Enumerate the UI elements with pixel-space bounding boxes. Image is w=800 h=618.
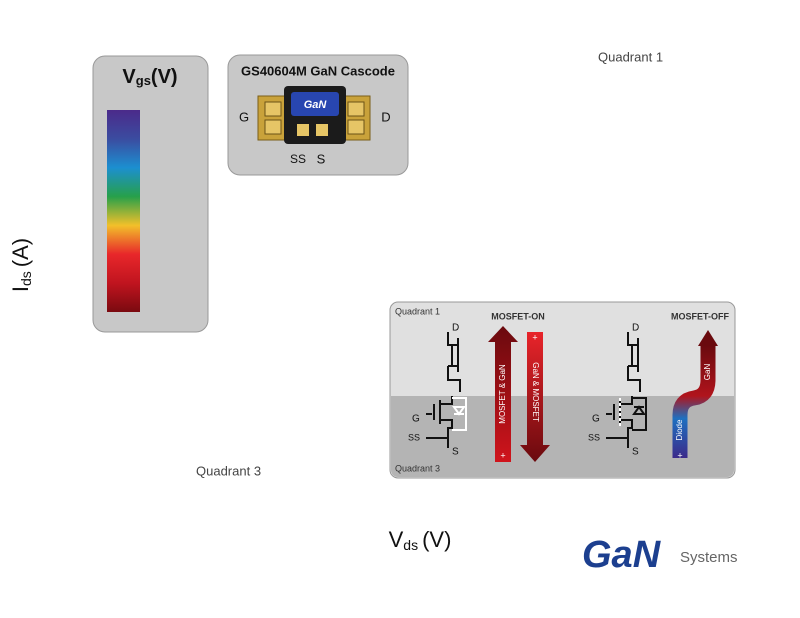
inset-title: GS40604M GaN Cascode (241, 63, 395, 78)
quadrant-label: Quadrant 1 (598, 49, 663, 64)
logo: GaN Systems (582, 534, 738, 576)
symbol: V (389, 527, 404, 552)
pad (347, 101, 365, 117)
pin-label: S (632, 447, 639, 458)
pin-label: G (412, 414, 420, 425)
state-label: MOSFET-OFF (671, 311, 729, 321)
pin-label: D (632, 323, 639, 334)
quadrant-label: Quadrant 3 (395, 463, 440, 473)
legend-colorbar (107, 110, 140, 312)
quadrant-label: Quadrant 3 (196, 463, 261, 478)
pin-label: D (381, 109, 390, 124)
unit: (A) (8, 238, 33, 267)
subscript: gs (136, 73, 151, 88)
pin-label: G (592, 414, 600, 425)
current-arrow (520, 332, 550, 462)
arrow-head (698, 330, 718, 346)
subscript: ds (403, 537, 418, 553)
sign: + (500, 450, 505, 460)
sign: + (677, 450, 682, 460)
x-axis-label: Vds (V) (389, 527, 452, 553)
logo-brand: GaN (582, 534, 662, 576)
current-arrow (488, 326, 518, 462)
pin-label: S (317, 151, 326, 166)
pin-label: G (239, 109, 249, 124)
pad (297, 124, 309, 136)
unit: (V) (151, 66, 178, 88)
pad (264, 119, 282, 135)
pad (347, 119, 365, 135)
circuit-inset: Quadrant 1 Quadrant 3 MOSFET-ON MOSFET-O… (389, 301, 736, 479)
arrow-label: GaN & MOSFET (531, 362, 540, 422)
quadrant3-band (391, 396, 734, 477)
arrow-label: Diode (675, 419, 684, 440)
y-axis-label: Ids (A) (8, 238, 34, 292)
device-inset: GS40604M GaN Cascode GaN G D SS S (227, 54, 409, 176)
schematic-off (606, 332, 647, 448)
pin-label: SS (408, 432, 420, 442)
unit: (V) (422, 527, 451, 552)
arrow-label: MOSFET & GaN (498, 364, 507, 424)
legend: Vgs(V) (92, 55, 209, 333)
schematic-on (426, 332, 467, 448)
quadrant-label: Quadrant 1 (395, 306, 440, 316)
legend-title: Vgs(V) (122, 66, 177, 88)
pin-label: SS (588, 432, 600, 442)
pad (264, 101, 282, 117)
arrow-label: GaN (703, 364, 712, 381)
current-arrow (672, 345, 716, 458)
pin-label: D (452, 323, 459, 334)
state-label: MOSFET-ON (491, 311, 545, 321)
pin-label: S (452, 447, 459, 458)
sign: + (532, 332, 537, 342)
chip-logo: GaN (304, 99, 328, 111)
symbol: I (8, 286, 33, 292)
pad (316, 124, 328, 136)
subscript: ds (18, 271, 34, 286)
pin-label: SS (290, 152, 306, 166)
symbol: V (122, 66, 136, 88)
logo-name: Systems (680, 549, 738, 566)
chip-label (291, 92, 339, 116)
